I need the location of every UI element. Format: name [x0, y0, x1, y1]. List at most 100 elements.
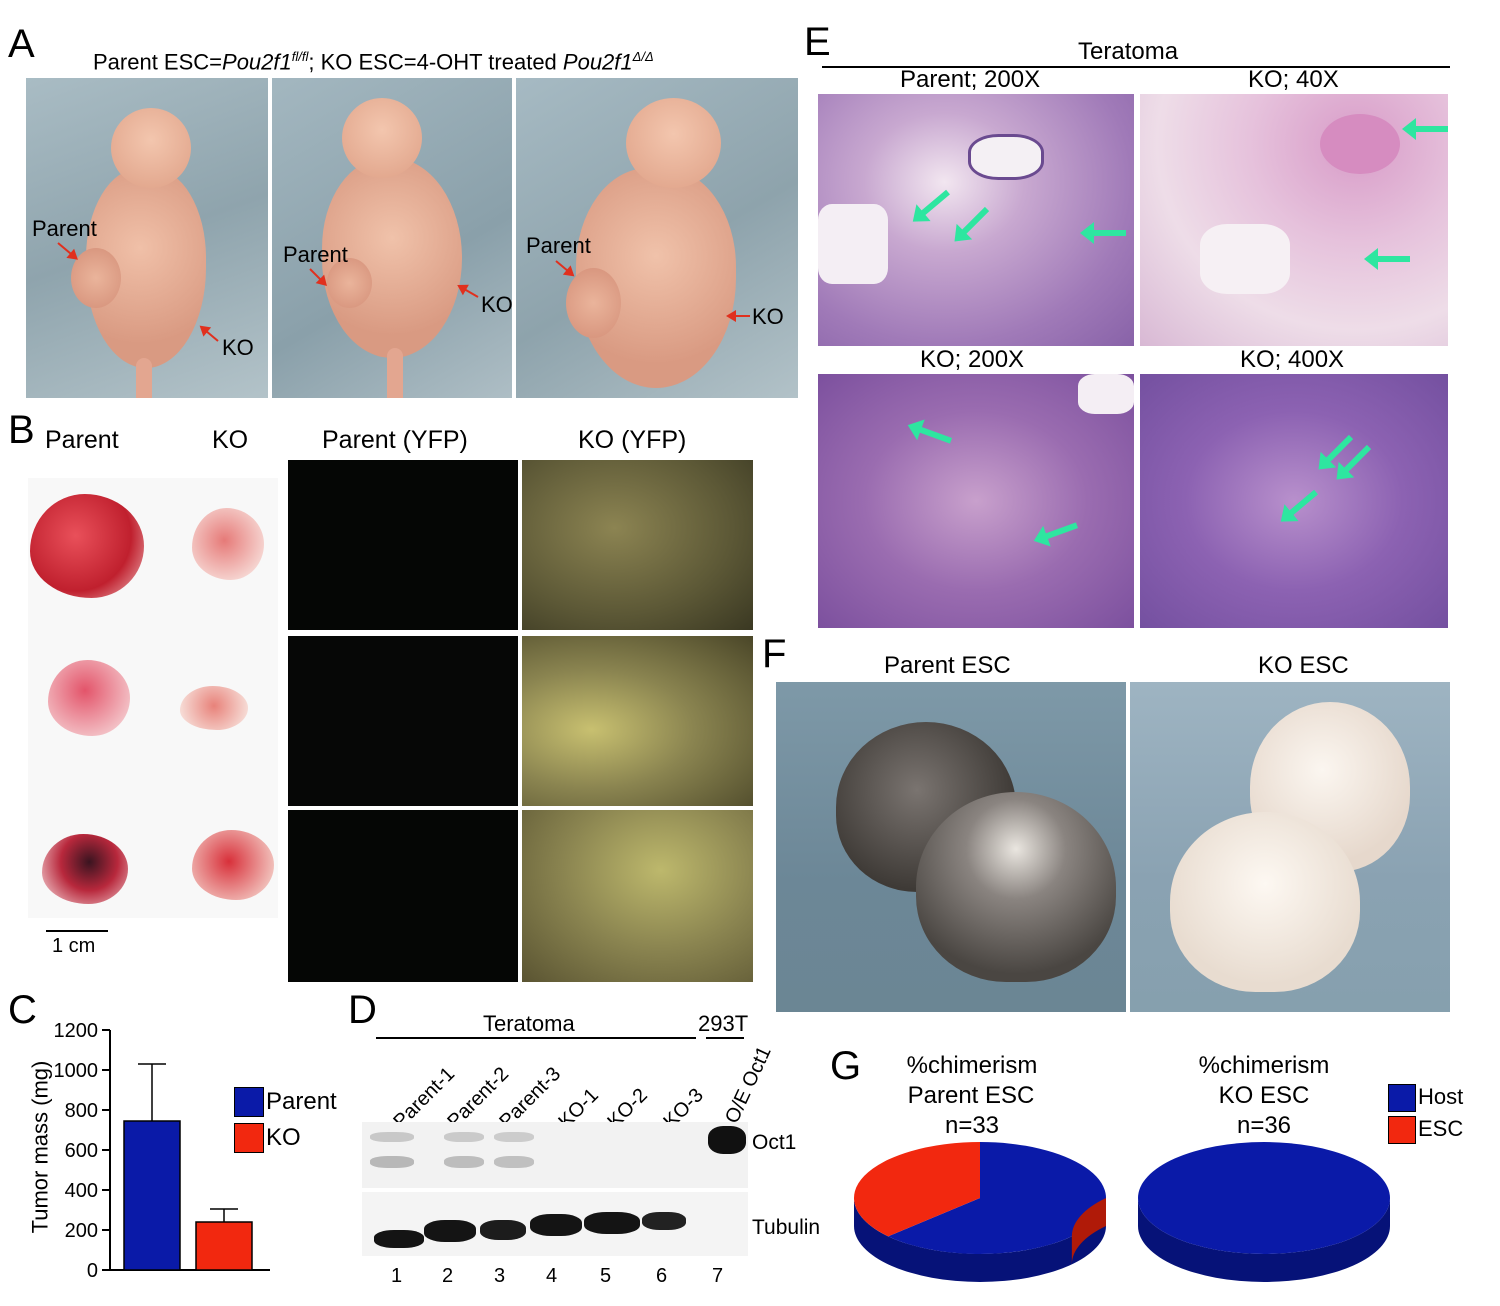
panel-label-g: G — [830, 1044, 862, 1088]
green-arrow-icon — [1080, 222, 1126, 244]
band — [530, 1214, 582, 1236]
group-label-293t: 293T — [698, 1011, 749, 1036]
y-tick-label: 400 — [65, 1180, 98, 1202]
lane-number: 7 — [712, 1265, 724, 1287]
label-ko: KO — [481, 292, 513, 317]
panel-label-a: A — [8, 22, 35, 66]
pie-slice — [1138, 1142, 1390, 1254]
lane-number: 3 — [494, 1265, 506, 1287]
mouse-head — [111, 108, 191, 188]
band — [642, 1212, 686, 1230]
photo-title-ko-esc: KO ESC — [1258, 652, 1349, 679]
legend-label-parent: Parent — [266, 1088, 337, 1115]
tumor-parent-3 — [42, 834, 128, 904]
pie-title-line: n=36 — [1236, 1112, 1292, 1139]
header-ko: KO — [212, 426, 249, 454]
tissue-gap — [1200, 224, 1290, 294]
band — [444, 1132, 484, 1142]
mouse-head — [342, 98, 422, 178]
lane-number: 2 — [442, 1265, 454, 1287]
label-parent: Parent — [526, 233, 591, 258]
tissue-gap — [818, 204, 888, 284]
panel-e-title: Teratoma — [1078, 38, 1179, 65]
histology-ko-200x — [818, 374, 1134, 628]
tissue-gap — [1078, 374, 1134, 414]
red-arrow-icon — [728, 315, 750, 317]
panel-label-c: C — [8, 988, 37, 1032]
panel-label-f: F — [762, 632, 787, 676]
legend-swatch-parent — [234, 1087, 264, 1117]
lane-number: 6 — [656, 1265, 668, 1287]
mouse-photo-2 — [272, 78, 512, 398]
pie-chart-ko — [1138, 1142, 1390, 1282]
group-label-teratoma: Teratoma — [483, 1011, 575, 1036]
yfp-ko-3 — [522, 810, 753, 982]
mouse-head — [626, 98, 721, 188]
histology-title: KO; 400X — [1240, 346, 1345, 373]
gland — [968, 134, 1044, 180]
yfp-ko-1 — [522, 460, 753, 630]
mouse-tail — [387, 348, 403, 398]
header-parent: Parent — [45, 426, 119, 454]
label-ko: KO — [222, 335, 254, 360]
pie-side-slice — [1071, 1198, 1106, 1265]
blot-oct1 — [362, 1122, 748, 1188]
pie-title-line: %chimerism — [906, 1052, 1038, 1079]
pie-slice — [854, 1142, 980, 1237]
band — [424, 1220, 476, 1242]
scale-bar-label: 1 cm — [52, 935, 96, 957]
bar — [123, 1120, 181, 1271]
pie-title-line: %chimerism — [1198, 1052, 1330, 1079]
lane-number: 4 — [546, 1265, 558, 1287]
label-ko: KO — [752, 304, 784, 329]
yfp-parent-1 — [288, 460, 518, 630]
band-label-tubulin: Tubulin — [752, 1216, 821, 1239]
header-ko-yfp: KO (YFP) — [578, 426, 687, 454]
legend-label-esc: ESC — [1418, 1116, 1464, 1141]
lane-number: 5 — [600, 1265, 612, 1287]
mouse-chimera — [916, 792, 1116, 982]
band — [370, 1156, 414, 1168]
tumor-parent-2 — [48, 660, 130, 736]
mouse-tail — [136, 358, 152, 398]
mouse-albino — [1170, 812, 1360, 992]
panel-label-b: B — [8, 408, 35, 452]
bar-chart-bars — [123, 1063, 253, 1271]
band — [444, 1156, 484, 1168]
header-parent-yfp: Parent (YFP) — [322, 426, 468, 454]
panel-label-e: E — [804, 20, 831, 64]
tumor-ko-3 — [192, 830, 274, 900]
tumor — [566, 268, 621, 338]
yfp-ko-2 — [522, 636, 753, 806]
mouse-photo-3 — [516, 78, 798, 398]
y-tick-label: 600 — [65, 1140, 98, 1162]
pie-title-line: KO ESC — [1218, 1082, 1310, 1109]
pie-title-line: n=33 — [944, 1112, 1000, 1139]
scale-bar — [46, 930, 108, 932]
bar-chart: 0 200 400 600 800 1000 1200 — [54, 1020, 270, 1282]
legend-swatch-ko — [234, 1123, 264, 1153]
tumor — [327, 258, 372, 308]
panel-a-title: Parent ESC=Pou2f1fl/fl; KO ESC=4-OHT tre… — [93, 49, 654, 75]
panel-e-title-line — [822, 66, 1450, 68]
lane-label: O/E Oct1 — [721, 1043, 776, 1127]
group-line-teratoma — [376, 1037, 696, 1039]
tumor-ko-1 — [192, 508, 264, 580]
band — [584, 1212, 640, 1234]
legend-label-host: Host — [1418, 1084, 1464, 1109]
y-tick-label: 800 — [65, 1100, 98, 1122]
y-tick-label: 200 — [65, 1220, 98, 1242]
y-tick-label: 1000 — [54, 1060, 99, 1082]
label-parent: Parent — [283, 242, 348, 267]
lane-number: 1 — [391, 1265, 403, 1287]
y-tick-label: 1200 — [54, 1020, 99, 1042]
band — [370, 1132, 414, 1142]
group-line-293t — [706, 1037, 744, 1039]
pie-chart-parent-slices — [854, 1142, 1106, 1282]
histology-ko-40x — [1140, 94, 1448, 346]
bar-chart-ylabel: Tumor mass (mg) — [27, 1060, 53, 1234]
band — [708, 1126, 746, 1154]
panel-label-d: D — [348, 988, 377, 1032]
blot-tubulin — [362, 1192, 748, 1256]
legend-swatch-esc — [1388, 1116, 1416, 1144]
